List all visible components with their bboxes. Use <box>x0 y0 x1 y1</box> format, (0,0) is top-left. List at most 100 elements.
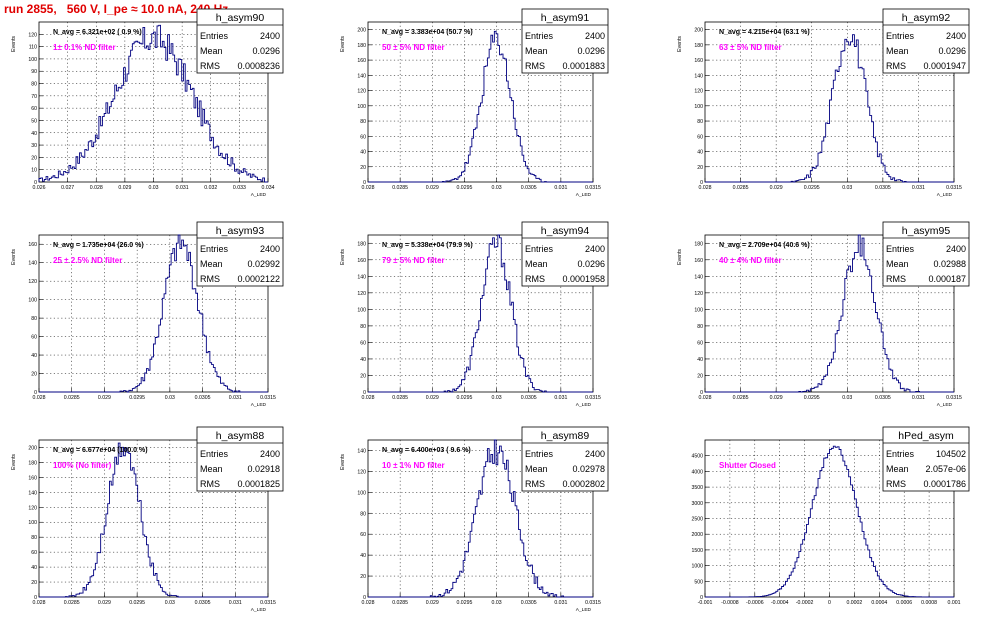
x-tick-label: 0.028 <box>33 600 46 606</box>
y-tick-label: 40 <box>360 150 366 156</box>
x-tick-label: -0.0004 <box>771 600 789 606</box>
stats-label-rms: RMS <box>200 274 220 284</box>
histogram-panel-hPed_asym: -0.001 -0.0008 -0.0006 -0.0004 -0.0002 0 0.000… <box>691 426 970 606</box>
stats-label-entries: Entries <box>886 31 915 41</box>
stats-value-rms: 0.0001883 <box>562 61 605 71</box>
stats-value-rms: 0.0002122 <box>237 274 280 284</box>
stats-box <box>521 8 609 74</box>
stats-label-rms: RMS <box>886 61 906 71</box>
x-tick-label: 0.0295 <box>129 600 145 606</box>
stats-label-entries: Entries <box>200 31 229 41</box>
x-tick-label: 0.033 <box>233 185 246 191</box>
stats-label-rms: RMS <box>200 479 220 489</box>
histogram-trace <box>368 439 593 598</box>
y-tick-label: 20 <box>360 165 366 171</box>
x-tick-label: 0.031 <box>554 395 567 401</box>
y-tick-label: 60 <box>360 340 366 346</box>
x-tick-label: 0.029 <box>118 185 131 191</box>
x-tick-label: 0.031 <box>912 185 925 191</box>
x-tick-label: 0.0285 <box>392 395 408 401</box>
x-tick-label: 0.032 <box>204 185 217 191</box>
x-axis-label: A_LED <box>251 192 267 198</box>
histogram-trace <box>38 24 268 183</box>
stats-label-entries: Entries <box>886 449 915 459</box>
y-axis-label: Events <box>340 454 346 470</box>
filter-annotation: 1± 0.1% ND filter <box>53 43 116 52</box>
histogram-panel-h_asym89: 0.028 0.0285 0.029 0.0295 0.03 0.0305 0.031 0.0… <box>340 426 609 613</box>
y-tick-label: 120 <box>357 291 366 297</box>
x-tick-label: 0.0295 <box>456 395 472 401</box>
y-tick-label: 60 <box>31 550 37 556</box>
x-tick-label: 0.0006 <box>896 600 912 606</box>
x-tick-label: 0.03 <box>842 395 852 401</box>
x-tick-label: -0.001 <box>698 600 713 606</box>
stats-box <box>882 221 970 287</box>
x-tick-label: 0.0295 <box>456 185 472 191</box>
y-axis-label: Events <box>677 36 683 52</box>
stats-value-mean: 0.02992 <box>247 259 280 269</box>
y-tick-label: 100 <box>694 307 703 313</box>
x-tick-label: 0.0004 <box>871 600 887 606</box>
x-tick-label: 0.029 <box>770 185 783 191</box>
y-tick-label: 100 <box>28 57 37 63</box>
stats-value-entries: 2400 <box>946 244 966 254</box>
y-tick-label: 3000 <box>691 501 703 507</box>
x-tick-label: 0.029 <box>426 395 439 401</box>
y-tick-label: 40 <box>31 131 37 137</box>
stats-value-mean: 0.0296 <box>577 46 605 56</box>
y-tick-label: 10 <box>31 168 37 174</box>
y-tick-label: 120 <box>28 505 37 511</box>
x-tick-label: 0.028 <box>699 185 712 191</box>
y-tick-label: 0 <box>34 595 37 601</box>
y-tick-label: 20 <box>31 580 37 586</box>
y-tick-label: 140 <box>357 448 366 454</box>
y-tick-label: 0 <box>363 390 366 396</box>
stats-label-mean: Mean <box>525 259 548 269</box>
x-tick-label: 0.028 <box>699 395 712 401</box>
x-tick-label: 0.001 <box>948 600 961 606</box>
x-tick-label: 0.034 <box>262 185 275 191</box>
x-tick-label: 0.0002 <box>846 600 862 606</box>
y-tick-label: 80 <box>31 82 37 88</box>
y-tick-label: 120 <box>357 469 366 475</box>
y-tick-label: 60 <box>697 134 703 140</box>
histogram-panel-h_asym88: 0.028 0.0285 0.029 0.0295 0.03 0.0305 0.031 0.0… <box>11 426 284 613</box>
y-tick-label: 100 <box>694 104 703 110</box>
y-tick-label: 100 <box>28 298 37 304</box>
y-tick-label: 60 <box>360 532 366 538</box>
y-tick-label: 40 <box>360 553 366 559</box>
x-axis-label: A_LED <box>576 402 592 408</box>
y-tick-label: 200 <box>28 445 37 451</box>
stats-box <box>196 426 284 492</box>
y-tick-label: 140 <box>694 274 703 280</box>
y-tick-label: 1500 <box>691 548 703 554</box>
y-tick-label: 40 <box>31 353 37 359</box>
y-tick-label: 1000 <box>691 564 703 570</box>
x-tick-label: 0.029 <box>98 395 111 401</box>
x-tick-label: -0.0002 <box>796 600 814 606</box>
x-tick-label: 0.0315 <box>260 395 276 401</box>
stats-label-mean: Mean <box>886 464 909 474</box>
stats-title: h_asym88 <box>216 430 265 442</box>
x-tick-label: 0.0315 <box>585 395 601 401</box>
x-tick-label: 0.0315 <box>585 185 601 191</box>
stats-value-entries: 2400 <box>260 31 280 41</box>
y-tick-label: 0 <box>700 390 703 396</box>
stats-value-rms: 0.0008236 <box>237 61 280 71</box>
x-tick-label: 0.0285 <box>392 185 408 191</box>
x-tick-label: 0.03 <box>165 600 175 606</box>
y-tick-label: 4500 <box>691 454 703 460</box>
y-tick-label: 2500 <box>691 517 703 523</box>
x-tick-label: 0.0285 <box>64 600 80 606</box>
x-tick-label: 0.029 <box>426 600 439 606</box>
stats-box <box>196 8 284 74</box>
stats-value-rms: 0.0001786 <box>923 479 966 489</box>
y-tick-label: 0 <box>700 595 703 601</box>
stats-value-mean: 0.0296 <box>577 259 605 269</box>
y-axis-label: Events <box>677 249 683 265</box>
x-tick-label: 0.028 <box>90 185 103 191</box>
y-tick-label: 100 <box>357 490 366 496</box>
stats-label-rms: RMS <box>525 274 545 284</box>
y-tick-label: 20 <box>697 373 703 379</box>
stats-title: h_asym95 <box>902 225 951 237</box>
